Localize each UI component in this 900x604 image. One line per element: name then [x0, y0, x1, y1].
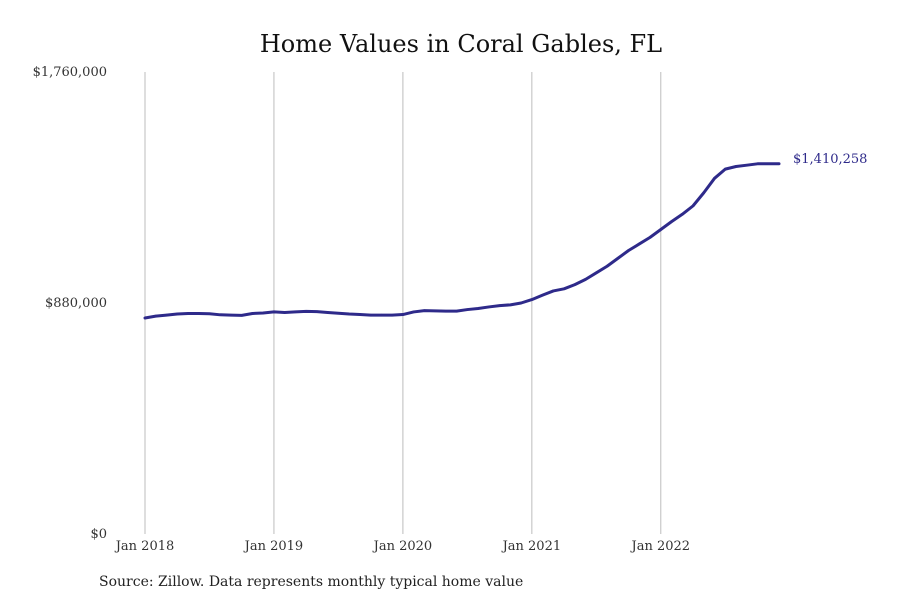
data-point — [734, 165, 738, 168]
data-point — [347, 312, 351, 316]
x-tick-label: Jan 2018 — [114, 539, 175, 554]
data-point — [262, 311, 265, 315]
data-point — [670, 220, 673, 223]
data-point — [326, 311, 329, 314]
series-layer: $1,410,258 — [143, 152, 867, 320]
data-point — [681, 213, 684, 216]
y-tick-label: $1,760,000 — [33, 65, 107, 80]
data-point — [605, 265, 609, 268]
data-point — [423, 309, 426, 312]
data-point — [767, 162, 770, 166]
data-point — [186, 312, 190, 315]
data-point — [165, 313, 168, 317]
data-point — [401, 313, 405, 316]
data-point — [315, 310, 319, 313]
data-point — [530, 298, 534, 301]
data-point — [552, 289, 555, 293]
series-line — [143, 162, 781, 320]
data-point — [627, 249, 630, 252]
data-point — [219, 313, 222, 317]
data-point — [659, 228, 662, 231]
data-point — [176, 312, 179, 316]
data-point — [724, 167, 727, 171]
y-tick-label: $0 — [90, 527, 107, 542]
data-point — [498, 304, 501, 307]
data-point — [466, 308, 469, 311]
data-point — [487, 305, 491, 309]
data-point — [337, 312, 340, 315]
data-point — [208, 312, 211, 315]
data-point — [412, 310, 415, 314]
data-point — [702, 191, 705, 194]
data-point — [294, 310, 297, 314]
data-point — [229, 313, 233, 317]
data-point — [240, 314, 243, 317]
x-tick-label: Jan 2020 — [372, 539, 433, 554]
data-point — [713, 177, 716, 180]
data-point — [304, 310, 308, 313]
data-point — [476, 307, 480, 310]
data-point — [519, 301, 523, 305]
x-tick-label: Jan 2019 — [243, 539, 304, 554]
end-value-label: $1,410,258 — [793, 152, 867, 167]
data-point — [509, 303, 512, 307]
data-point — [455, 309, 458, 313]
data-point — [380, 313, 383, 317]
data-point — [283, 311, 286, 314]
data-point — [433, 309, 437, 313]
gridlines — [144, 72, 662, 534]
data-point — [251, 312, 254, 315]
data-point — [638, 242, 641, 246]
x-axis: Jan 2018 Jan 2019 Jan 2020 Jan 2021 Jan 2022 — [114, 539, 690, 554]
data-point — [745, 163, 748, 167]
x-tick-label: Jan 2021 — [501, 539, 562, 554]
data-point — [143, 316, 147, 320]
data-point — [584, 278, 587, 281]
data-point — [369, 313, 372, 317]
y-axis: $0 $880,000 $1,760,000 — [33, 65, 107, 542]
data-point — [562, 287, 566, 291]
data-point — [154, 314, 157, 318]
data-point — [541, 293, 544, 297]
data-point — [444, 309, 448, 313]
data-point — [648, 236, 652, 239]
data-point — [756, 162, 759, 166]
data-point — [272, 310, 276, 314]
data-point — [691, 204, 695, 208]
x-tick-label: Jan 2022 — [630, 539, 691, 554]
data-point — [390, 313, 394, 317]
data-point — [358, 313, 362, 316]
data-point — [573, 283, 577, 286]
chart-title: Home Values in Coral Gables, FL — [260, 30, 662, 58]
source-note: Source: Zillow. Data represents monthly … — [99, 574, 523, 590]
data-point — [616, 257, 620, 260]
y-tick-label: $880,000 — [45, 296, 107, 311]
data-point — [595, 271, 598, 275]
data-point — [197, 312, 200, 315]
data-point — [777, 162, 781, 166]
